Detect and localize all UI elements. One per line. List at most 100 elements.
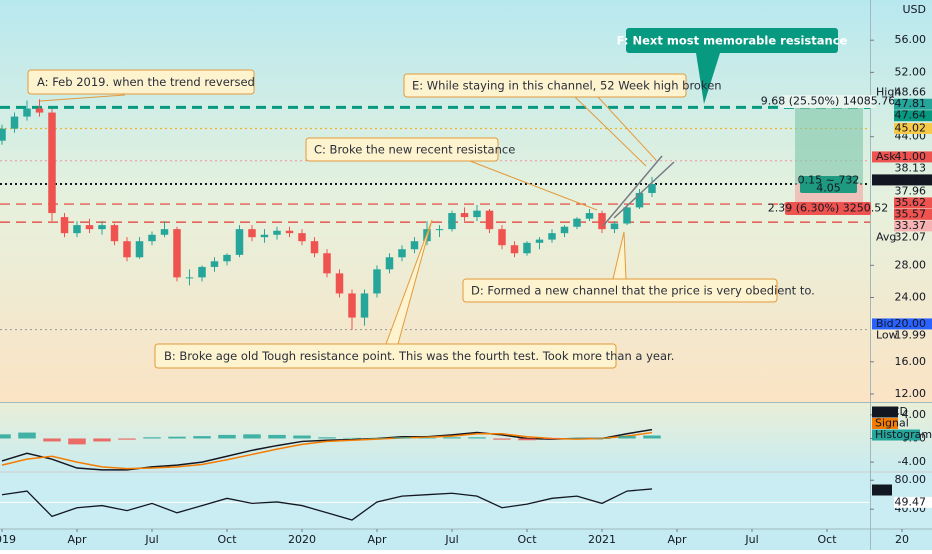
histogram-bar xyxy=(493,438,511,440)
price-label: 35.57 xyxy=(895,207,927,220)
candle-body xyxy=(435,229,444,231)
candle-body xyxy=(510,245,519,254)
x-tick-label: Jul xyxy=(444,533,458,546)
candle-body xyxy=(148,234,156,242)
candle-body xyxy=(573,218,581,227)
price-badge xyxy=(872,318,932,330)
histogram-bar xyxy=(293,435,311,439)
histogram-bar xyxy=(268,434,286,439)
note: A: Feb 2019. when the trend reversed xyxy=(27,69,255,95)
price-badge xyxy=(894,197,932,209)
candle-body xyxy=(10,116,19,129)
histogram-bar xyxy=(43,438,61,442)
histogram-bar xyxy=(518,438,536,441)
price-pane xyxy=(0,0,932,402)
candle-body xyxy=(60,217,69,234)
x-tick-label: 2020 xyxy=(288,533,316,546)
candle-body xyxy=(48,112,56,214)
candle-body xyxy=(598,213,606,230)
histogram-bar xyxy=(443,437,461,439)
pointer xyxy=(39,94,126,102)
x-tick-label: 2019 xyxy=(0,533,16,546)
price-label: 33.37 xyxy=(895,219,927,232)
candle-body xyxy=(310,241,319,254)
price-badge xyxy=(894,110,932,122)
candle-body xyxy=(635,192,644,208)
candle-body xyxy=(210,261,219,267)
histogram-bar xyxy=(93,438,111,442)
price-badge xyxy=(872,151,932,163)
measure-label xyxy=(785,202,871,215)
price-label: 38.11 xyxy=(895,173,927,186)
price-label: 37.96 xyxy=(895,184,927,197)
note: B: Broke age old Tough resistance point.… xyxy=(154,343,674,369)
measure-gain xyxy=(795,106,863,184)
x-tick-label: Jul xyxy=(144,533,158,546)
macd-line xyxy=(1,431,653,470)
measure-bars-text: 0.15 ~ 732 xyxy=(798,174,860,187)
measure-gain-text: 9.68 (25.50%) 14085.76 xyxy=(761,95,896,108)
channel-line xyxy=(602,155,663,227)
candle-body xyxy=(535,239,544,243)
candle-body xyxy=(385,257,394,270)
histogram-bar xyxy=(343,437,361,439)
note: D: Formed a new channel that the price i… xyxy=(462,278,815,303)
note: C: Broke the new recent resistance xyxy=(305,137,515,162)
candle-body xyxy=(173,229,181,278)
histogram-bar xyxy=(468,437,486,439)
candle-body xyxy=(373,269,381,294)
histogram-bar xyxy=(143,437,161,439)
note-text: D: Formed a new channel that the price i… xyxy=(471,284,815,298)
y-tick-label: 16.00 xyxy=(895,355,927,368)
legend-badge xyxy=(872,484,892,496)
legend-label: MACD xyxy=(875,405,908,418)
measure-label xyxy=(800,176,857,193)
note: E: While staying in this channel, 52 Wee… xyxy=(403,73,722,98)
candle-body xyxy=(523,242,531,254)
price-tag: Ask xyxy=(876,150,896,163)
candle-body xyxy=(323,253,331,274)
price-tag: KHC xyxy=(876,173,899,186)
note-text: B: Broke age old Tough resistance point.… xyxy=(164,349,674,363)
y-tick-label: 52.00 xyxy=(895,65,927,78)
candle-body xyxy=(410,241,419,250)
candle-body xyxy=(585,213,594,219)
legend-badge xyxy=(872,406,898,418)
legend-badge xyxy=(872,418,898,429)
price-badge xyxy=(894,122,932,134)
candle-body xyxy=(298,233,306,242)
candle-body xyxy=(273,230,281,235)
price-label: 35.62 xyxy=(895,196,927,209)
note-text: F: Next most memorable resistance xyxy=(617,34,848,48)
level-label: 49.47 xyxy=(895,495,927,508)
price-label: 38.13 xyxy=(895,161,927,174)
candle-body xyxy=(23,108,31,117)
candle-body xyxy=(448,213,456,230)
histogram-bar xyxy=(368,437,386,439)
candle-body xyxy=(260,234,269,238)
y-tick-label: 56.00 xyxy=(895,33,927,46)
candle-body xyxy=(123,241,131,258)
candle-body xyxy=(73,225,81,234)
x-tick-label: Oct xyxy=(217,533,237,546)
histogram-bar xyxy=(393,437,411,439)
price-badge xyxy=(894,220,932,232)
candle-body xyxy=(360,293,369,318)
candle-body xyxy=(648,184,656,193)
x-tick-label: Oct xyxy=(817,533,837,546)
rsi-pane xyxy=(0,473,932,529)
legend-badge xyxy=(872,429,920,441)
histogram-bar xyxy=(318,437,336,439)
x-tick-label: Oct xyxy=(517,533,537,546)
pointer xyxy=(574,96,647,167)
price-label: 20.00 xyxy=(895,317,927,330)
candle-body xyxy=(85,225,94,230)
y-tick-label: -4.00 xyxy=(898,455,926,468)
candle-body xyxy=(348,293,356,318)
candle-body xyxy=(235,229,244,255)
histogram-bar xyxy=(18,432,36,439)
candle-body xyxy=(35,108,44,113)
candle-body xyxy=(560,226,569,234)
candle-body xyxy=(485,210,494,230)
